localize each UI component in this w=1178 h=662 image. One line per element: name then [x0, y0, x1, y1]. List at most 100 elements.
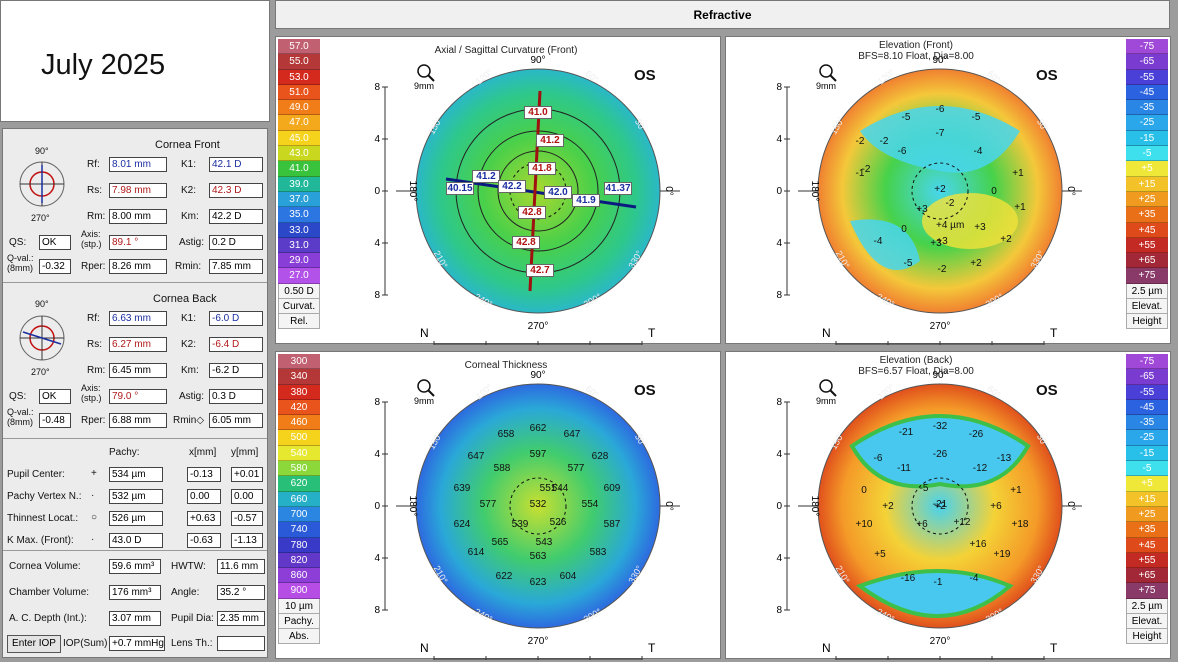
pachy-row-value: 526 µm [109, 511, 163, 526]
y-tick: 4 [374, 134, 380, 145]
map-value-label: 551 [539, 483, 557, 494]
legend-swatch: 39.0 [278, 176, 320, 192]
map-subtitle: BFS=8.10 Float, Dia=8.00 [858, 51, 974, 62]
axis-label-270: 270° [528, 321, 549, 332]
map-panel-2[interactable]: -75 -65 -55 -45 -35 -25 -15 -5 +5 +15 +25 +35 +45 +55… [725, 36, 1171, 345]
map-panel-3[interactable]: 300 340 380 420 460 500 540 580 620 660 700 740 780 8… [275, 351, 721, 660]
pachy-row-x: -0.13 [187, 467, 221, 482]
pachy-row-symbol: ○ [91, 512, 98, 523]
legend-swatch: +45 [1126, 222, 1168, 238]
wheel-label-270: 270° [31, 367, 50, 377]
map-panel-1[interactable]: 57.0 55.0 53.0 51.0 49.0 47.0 45.0 43.0 41.0 39.0… [275, 36, 721, 345]
map-value-label: +3 [974, 222, 986, 233]
legend-caption: 0.50 D [278, 283, 320, 299]
cf-rper-value: 8.26 mm [109, 259, 167, 274]
map-value-label: +3 [916, 204, 928, 215]
map-value-label: -16 [900, 573, 916, 584]
y-tick: 4 [374, 238, 380, 249]
map-value-label: 41.37 [604, 182, 632, 195]
cb-axis-value: 79.0 ° [109, 389, 167, 404]
legend-swatch: +15 [1126, 491, 1168, 507]
legend-swatch: -65 [1126, 54, 1168, 70]
legend-swatch: 580 [278, 461, 320, 477]
axis-label-180: 180° [407, 496, 418, 517]
angle-label: Angle: [171, 587, 200, 598]
map-value-label: +1 [1014, 202, 1026, 213]
cb-km-value: -6.2 D [209, 363, 263, 378]
cornea-volume-label: Cornea Volume: [9, 561, 81, 572]
cb-rmin-value: 6.05 mm [209, 413, 263, 428]
legend-swatch: 860 [278, 568, 320, 584]
map-value-label: +3 [930, 238, 942, 249]
axis-label-90: 90° [530, 370, 545, 381]
zoom-icon [417, 379, 431, 393]
temporal-label: T [1050, 641, 1058, 655]
lens-value[interactable] [217, 636, 265, 651]
axis-label-0: 0° [1065, 186, 1076, 196]
rper-label: Rper: [81, 261, 106, 272]
legend-swatch: -5 [1126, 146, 1168, 162]
window-title: Refractive [275, 0, 1170, 29]
map-value-label: 577 [567, 463, 585, 474]
map-value-label: -5 [903, 258, 913, 269]
map-graphic: 90°270°180° 0°120° 60°150° 30°210° 330°240° 3… [776, 370, 1082, 660]
legend-swatch: 820 [278, 552, 320, 569]
map-panel-4[interactable]: -75 -65 -55 -45 -35 -25 -15 -5 +5 +15 +25 +35 +45 +55… [725, 351, 1171, 660]
legend-swatch: -5 [1126, 461, 1168, 477]
legend-swatch: 900 [278, 583, 320, 599]
map-value-label: -5 [901, 112, 911, 123]
pachy-row-y: -0.57 [231, 511, 263, 526]
y-tick: 0 [776, 186, 782, 197]
map-value-label: 42.7 [526, 264, 554, 277]
y-tick: 8 [776, 397, 782, 408]
legend-caption: Elevat. [1126, 298, 1168, 314]
pachy-row-x: 0.00 [187, 489, 221, 504]
map-value-label: 597 [529, 449, 547, 460]
map-value-label: +12 [953, 517, 971, 528]
map-title: Corneal Thickness [464, 360, 548, 371]
map-graphic: 90°270°180° 0°120° 60°150° 30°210° 330°240° 3… [374, 370, 680, 660]
y-tick: 4 [776, 238, 782, 249]
rf-label: Rf: [87, 313, 100, 324]
pupil-outline [911, 162, 969, 220]
volume-section: Cornea Volume: 59.6 mm³ HWTW: 11.6 mm Ch… [3, 553, 267, 657]
legend-swatch: +35 [1126, 522, 1168, 538]
map-value-label: 42.2 [498, 180, 526, 193]
map-value-label: +2 [1000, 234, 1012, 245]
flat-meridian [445, 177, 637, 209]
legend-swatch: 33.0 [278, 222, 320, 238]
map-value-label: 623 [529, 577, 547, 588]
legend-swatch: 37.0 [278, 191, 320, 208]
cornea-back-heading: Cornea Back [153, 293, 217, 305]
enter-iop-button[interactable]: Enter IOP [7, 635, 61, 653]
rmin-label: Rmin◇ [173, 415, 205, 426]
map-value-label: +4 µm [936, 220, 965, 231]
pupil-dia-value: 2.35 mm [217, 611, 265, 626]
axis-label-0: 0° [663, 501, 674, 511]
iop-value[interactable]: +0.7 mmHg [109, 636, 165, 651]
steep-meridian [528, 90, 542, 292]
map-value-label: -4 [973, 146, 983, 157]
map-value-label: 41.9 [572, 194, 600, 207]
y-tick: 4 [776, 449, 782, 460]
y-tick: 0 [374, 186, 380, 197]
map-value-label: 0 [861, 485, 867, 496]
map-value-label: 41.2 [536, 134, 564, 147]
map-value-label: +18 [1011, 519, 1029, 530]
axis-label-180: 180° [809, 496, 820, 517]
map-value-label: 639 [453, 483, 471, 494]
pachy-row-symbol: · [91, 490, 95, 501]
cb-qs-value: OK [39, 389, 71, 404]
rs-label: Rs: [87, 339, 102, 350]
map-value-label: -1 [855, 168, 865, 179]
legend-swatch: 55.0 [278, 54, 320, 70]
legend-swatch: 43.0 [278, 146, 320, 162]
map-graphic: 90°270°180° 0°120° 60°150° 30°210° 330°240° 3… [374, 55, 680, 345]
wheel-label-90: 90° [35, 299, 49, 309]
legend-swatch: 700 [278, 506, 320, 523]
map-value-label: -2 [945, 198, 955, 209]
map-value-label: -2 [937, 264, 947, 275]
legend-caption: 2.5 µm [1126, 598, 1168, 614]
y-tick: 4 [374, 553, 380, 564]
legend-caption: Pachy. [278, 613, 320, 629]
